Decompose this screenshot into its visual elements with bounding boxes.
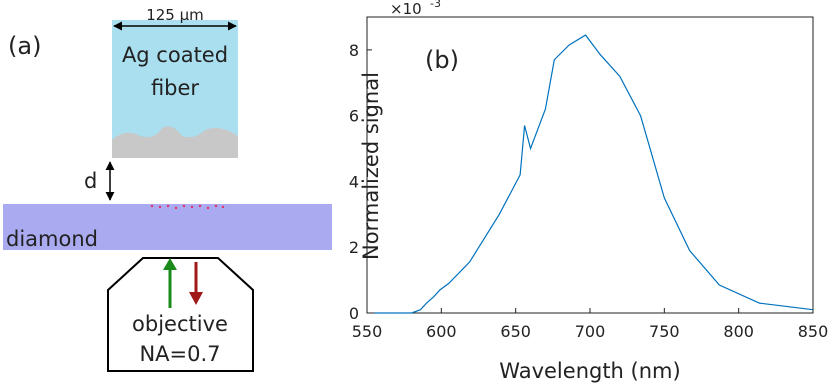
panel-a: (a) 125 μm Ag coated fiber d diamond obj… (3, 6, 332, 372)
x-tick-label: 600 (426, 322, 457, 341)
y-tick-label: 0 (349, 304, 359, 323)
panel-label: (b) (425, 46, 459, 74)
objective-label: objective (132, 312, 228, 336)
y-axis-label: Normalized signal (359, 72, 383, 260)
excitation-arrowhead (163, 258, 177, 270)
distance-label: d (84, 169, 97, 193)
y-scale-exponent: -3 (430, 0, 441, 10)
x-tick-label: 800 (723, 322, 754, 341)
diamond (3, 204, 332, 250)
fiber-tip (112, 126, 238, 158)
nv-centers (150, 204, 225, 210)
objective (107, 257, 254, 372)
diamond-label: diamond (6, 227, 98, 251)
fiber-label: Ag coated (122, 43, 228, 67)
y-tick-label: 4 (349, 172, 359, 191)
objective-label: NA=0.7 (139, 342, 220, 366)
x-tick-label: 750 (649, 322, 680, 341)
panel-label: (a) (8, 32, 41, 60)
x-axis-label: Wavelength (nm) (499, 359, 680, 383)
y-tick-label: 2 (349, 238, 359, 257)
series-line (374, 34, 814, 314)
x-tick-label: 550 (352, 322, 383, 341)
fiber-label: fiber (151, 76, 199, 100)
y-scale-base: ×10 (390, 0, 422, 18)
width-label: 125 μm (146, 6, 204, 24)
x-tick-label: 700 (575, 322, 606, 341)
y-tick-label: 8 (349, 41, 359, 60)
emission-arrowhead (189, 292, 203, 305)
plot-frame (366, 16, 814, 314)
x-tick-label: 650 (500, 322, 531, 341)
panel-b: (b) Wavelength (nm) Normalized signal ×1… (349, 0, 828, 383)
x-tick-label: 850 (798, 322, 829, 341)
y-tick-label: 6 (349, 107, 359, 126)
